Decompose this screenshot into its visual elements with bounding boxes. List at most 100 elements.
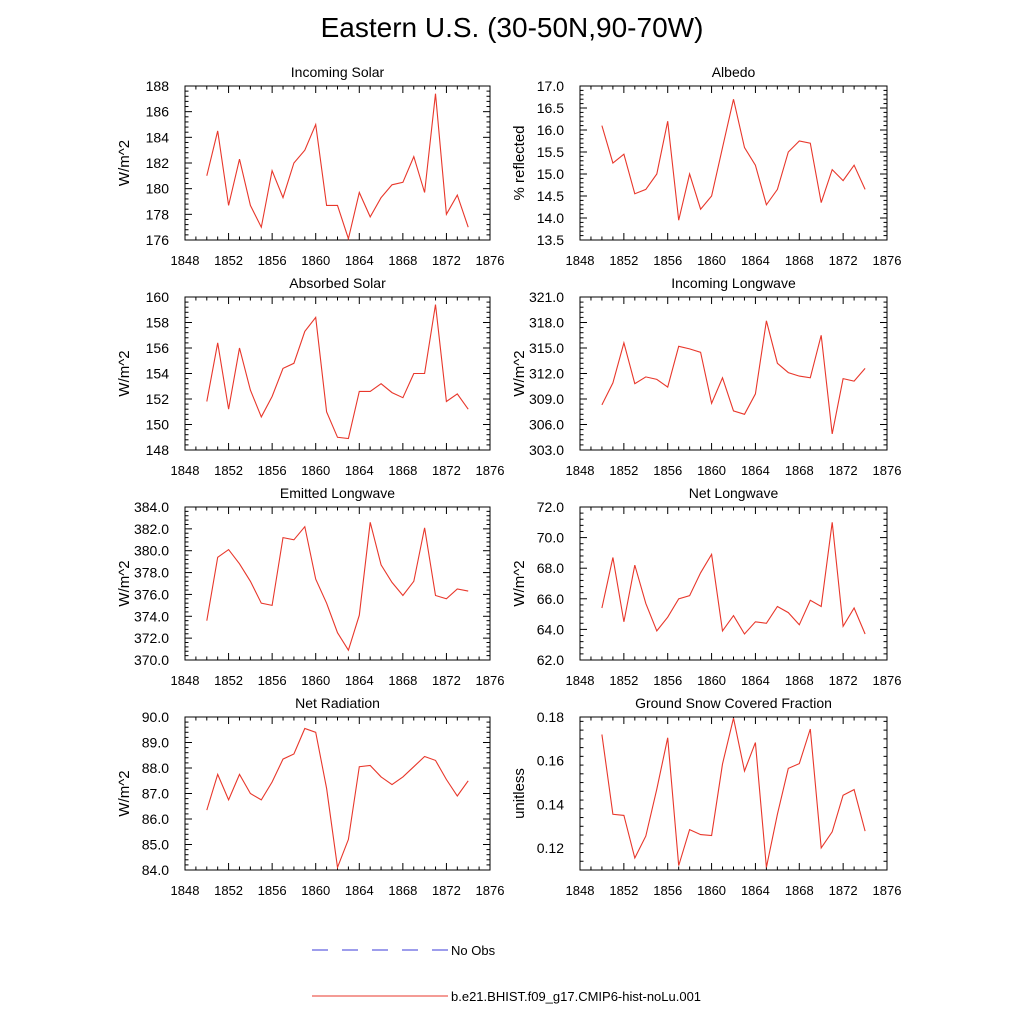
x-tick-label: 1848 bbox=[566, 883, 595, 898]
plot-frame bbox=[579, 716, 888, 871]
x-tick-label: 1872 bbox=[432, 253, 461, 268]
panel-title: Absorbed Solar bbox=[289, 275, 386, 291]
y-tick-label: 180 bbox=[146, 181, 170, 197]
series-line bbox=[601, 99, 866, 221]
y-tick-label: 0.14 bbox=[537, 796, 564, 812]
x-tick-label: 1860 bbox=[697, 253, 726, 268]
y-axis-label: W/m^2 bbox=[116, 140, 133, 186]
x-tick-label: 1848 bbox=[566, 253, 595, 268]
x-tick-label: 1876 bbox=[476, 253, 505, 268]
x-tick-label: 1872 bbox=[432, 883, 461, 898]
y-tick-label: 160 bbox=[146, 289, 170, 305]
y-tick-label: 66.0 bbox=[537, 591, 564, 607]
x-tick-label: 1864 bbox=[345, 463, 374, 478]
x-tick-label: 1852 bbox=[609, 253, 638, 268]
plot-frame bbox=[184, 85, 491, 241]
x-tick-label: 1856 bbox=[653, 463, 682, 478]
y-tick-label: 178 bbox=[146, 206, 170, 222]
y-tick-label: 62.0 bbox=[537, 652, 564, 668]
series-line bbox=[206, 522, 469, 652]
y-tick-label: 86.0 bbox=[142, 811, 169, 827]
figure-title: Eastern U.S. (30-50N,90-70W) bbox=[320, 12, 704, 43]
y-tick-label: 156 bbox=[146, 340, 170, 356]
x-tick-label: 1872 bbox=[829, 673, 858, 688]
panel-title: Albedo bbox=[712, 64, 756, 80]
chart-panel: Albedo % reflected 1848 1852 1856 1860 1864 186… bbox=[511, 64, 901, 268]
y-tick-label: 16.0 bbox=[537, 122, 564, 138]
x-tick-label: 1860 bbox=[697, 883, 726, 898]
x-tick-label: 1868 bbox=[785, 463, 814, 478]
chart-panel: Incoming Longwave W/m^2 1848 1852 1856 1860 18… bbox=[511, 275, 901, 478]
x-tick-label: 1864 bbox=[741, 463, 770, 478]
x-tick-label: 1852 bbox=[214, 883, 243, 898]
x-tick-label: 1856 bbox=[258, 673, 287, 688]
x-tick-label: 1860 bbox=[301, 253, 330, 268]
y-axis-label: W/m^2 bbox=[511, 560, 528, 606]
x-tick-label: 1856 bbox=[258, 463, 287, 478]
x-tick-label: 1856 bbox=[653, 673, 682, 688]
y-tick-label: 370.0 bbox=[134, 652, 169, 668]
x-tick-label: 1864 bbox=[345, 673, 374, 688]
plot-frame bbox=[184, 296, 491, 451]
y-tick-label: 90.0 bbox=[142, 709, 169, 725]
y-tick-label: 148 bbox=[146, 442, 170, 458]
x-tick-label: 1868 bbox=[388, 463, 417, 478]
x-tick-label: 1848 bbox=[171, 253, 200, 268]
x-tick-label: 1876 bbox=[873, 463, 902, 478]
y-tick-label: 306.0 bbox=[529, 417, 564, 433]
y-axis-label: unitless bbox=[511, 768, 528, 819]
y-tick-label: 188 bbox=[146, 78, 170, 94]
panel-title: Net Radiation bbox=[295, 695, 380, 711]
legend: No Obs b.e21.BHIST.f09_g17.CMIP6-hist-noL… bbox=[312, 943, 701, 1004]
y-tick-label: 85.0 bbox=[142, 837, 169, 853]
chart-panel: Net Longwave W/m^2 1848 1852 1856 1860 1864 186… bbox=[511, 485, 901, 688]
y-tick-label: 68.0 bbox=[537, 560, 564, 576]
x-tick-label: 1876 bbox=[476, 883, 505, 898]
x-tick-label: 1848 bbox=[566, 463, 595, 478]
x-tick-label: 1876 bbox=[476, 463, 505, 478]
x-tick-label: 1864 bbox=[741, 253, 770, 268]
panel-title: Emitted Longwave bbox=[280, 485, 395, 501]
plot-frame bbox=[184, 506, 491, 661]
y-tick-label: 15.0 bbox=[537, 166, 564, 182]
plot-frame bbox=[579, 506, 888, 661]
x-tick-label: 1852 bbox=[609, 883, 638, 898]
x-tick-label: 1860 bbox=[697, 463, 726, 478]
plot-frame bbox=[579, 296, 888, 451]
y-tick-label: 64.0 bbox=[537, 621, 564, 637]
y-tick-label: 372.0 bbox=[134, 630, 169, 646]
y-tick-label: 303.0 bbox=[529, 442, 564, 458]
y-tick-label: 14.0 bbox=[537, 210, 564, 226]
y-tick-label: 17.0 bbox=[537, 78, 564, 94]
y-tick-label: 16.5 bbox=[537, 100, 564, 116]
x-tick-label: 1852 bbox=[609, 673, 638, 688]
x-tick-label: 1868 bbox=[785, 253, 814, 268]
y-tick-label: 382.0 bbox=[134, 521, 169, 537]
x-tick-label: 1856 bbox=[258, 253, 287, 268]
y-tick-label: 176 bbox=[146, 232, 170, 248]
y-tick-label: 152 bbox=[146, 391, 170, 407]
legend-label: b.e21.BHIST.f09_g17.CMIP6-hist-noLu.001 bbox=[451, 989, 701, 1004]
x-tick-label: 1848 bbox=[171, 463, 200, 478]
panel-title: Incoming Solar bbox=[291, 64, 385, 80]
x-tick-label: 1864 bbox=[345, 253, 374, 268]
series-line bbox=[206, 727, 469, 870]
x-tick-label: 1852 bbox=[609, 463, 638, 478]
chart-panel: Emitted Longwave W/m^2 1848 1852 1856 1860 186… bbox=[116, 485, 504, 688]
x-tick-label: 1864 bbox=[345, 883, 374, 898]
panel-title: Net Longwave bbox=[689, 485, 779, 501]
y-tick-label: 318.0 bbox=[529, 315, 564, 331]
chart-panel: Ground Snow Covered Fraction unitless 1848… bbox=[511, 695, 901, 898]
panel-title: Incoming Longwave bbox=[671, 275, 796, 291]
series-line bbox=[601, 717, 866, 868]
y-tick-label: 186 bbox=[146, 104, 170, 120]
y-tick-label: 315.0 bbox=[529, 340, 564, 356]
x-tick-label: 1856 bbox=[653, 253, 682, 268]
series-line bbox=[601, 522, 866, 635]
x-tick-label: 1860 bbox=[301, 463, 330, 478]
y-tick-label: 88.0 bbox=[142, 760, 169, 776]
y-tick-label: 384.0 bbox=[134, 499, 169, 515]
y-axis-label: W/m^2 bbox=[511, 350, 528, 396]
y-tick-label: 87.0 bbox=[142, 786, 169, 802]
y-tick-label: 13.5 bbox=[537, 232, 564, 248]
